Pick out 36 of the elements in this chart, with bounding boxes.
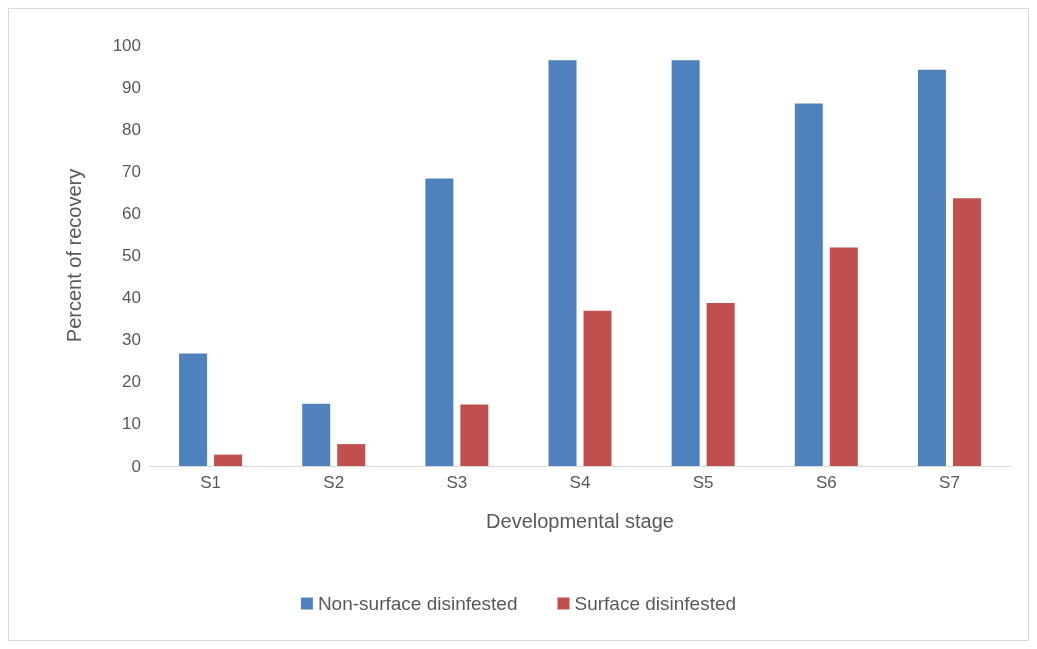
y-tick-label: 80 [122,119,141,139]
y-tick-label: 20 [122,372,141,392]
x-tick-label: S7 [939,473,960,492]
y-tick-label: 40 [122,288,141,308]
x-tick-label: S3 [446,473,468,492]
bar [706,303,735,466]
legend-label: Surface disinfested [574,593,737,614]
y-tick-label: 50 [122,246,141,265]
bar [302,403,331,466]
legend-label: Non-surface disinfested [317,593,518,614]
y-tick-label: 10 [122,414,141,434]
bar [671,60,700,466]
bar [460,404,489,466]
x-tick-label: S5 [692,473,714,492]
x-axis-title: Developmental stage [486,510,674,532]
x-tick-label: S1 [200,473,221,492]
x-tick-label: S4 [569,473,591,492]
y-tick-label: 60 [122,203,141,223]
bar [829,247,858,466]
y-axis-title: Percent of recovery [63,168,85,343]
bar [583,310,612,466]
y-tick-label: 100 [112,35,141,55]
bar [794,103,823,466]
x-tick-label: S2 [323,473,345,492]
x-tick-label: S6 [815,473,837,492]
bar [337,444,366,466]
y-tick-label: 30 [122,330,141,350]
bar [214,454,243,466]
y-tick-label: 70 [122,161,141,181]
bar [425,178,454,466]
bar [917,69,946,466]
y-tick-label: 90 [122,77,141,97]
bar [952,198,981,466]
bar [548,60,577,466]
bar [179,353,208,466]
y-tick-label: 0 [131,456,141,476]
